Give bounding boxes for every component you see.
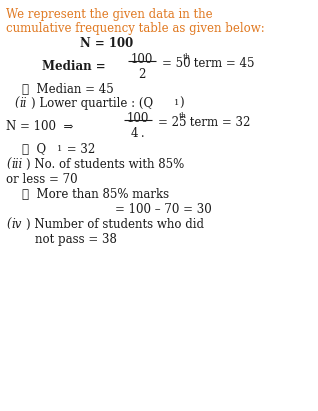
- Text: Median =: Median =: [42, 60, 110, 73]
- Text: 4 .: 4 .: [131, 127, 145, 140]
- Text: (: (: [6, 218, 10, 231]
- Text: = 50: = 50: [162, 57, 190, 70]
- Text: = 100 – 70 = 30: = 100 – 70 = 30: [115, 203, 212, 216]
- Text: 100: 100: [127, 112, 149, 125]
- Text: th: th: [183, 53, 191, 61]
- Text: We represent the given data in the: We represent the given data in the: [6, 8, 213, 21]
- Text: N = 100: N = 100: [80, 37, 133, 50]
- Text: th: th: [179, 112, 187, 120]
- Text: ∴  More than 85% marks: ∴ More than 85% marks: [22, 188, 169, 201]
- Text: = 32: = 32: [63, 143, 95, 156]
- Text: iv: iv: [11, 218, 21, 231]
- Text: ) Number of students who did: ) Number of students who did: [26, 218, 204, 231]
- Text: iii: iii: [11, 158, 22, 171]
- Text: ∴  Median = 45: ∴ Median = 45: [22, 83, 114, 96]
- Text: 100: 100: [131, 53, 153, 66]
- Text: 1: 1: [174, 99, 179, 107]
- Text: cumulative frequency table as given below:: cumulative frequency table as given belo…: [6, 22, 265, 35]
- Text: 2: 2: [138, 68, 146, 81]
- Text: ii: ii: [19, 97, 26, 110]
- Text: = 25: = 25: [158, 116, 186, 129]
- Text: term = 45: term = 45: [190, 57, 254, 70]
- Text: (: (: [6, 158, 10, 171]
- Text: N = 100  ⇒: N = 100 ⇒: [6, 120, 73, 133]
- Text: ∴  Q: ∴ Q: [22, 143, 46, 156]
- Text: ) Lower quartile : (Q: ) Lower quartile : (Q: [31, 97, 153, 110]
- Text: (: (: [14, 97, 19, 110]
- Text: not pass = 38: not pass = 38: [35, 233, 117, 246]
- Text: 1: 1: [57, 145, 62, 153]
- Text: ): ): [179, 97, 183, 110]
- Text: term = 32: term = 32: [186, 116, 250, 129]
- Text: or less = 70: or less = 70: [6, 173, 78, 186]
- Text: ) No. of students with 85%: ) No. of students with 85%: [26, 158, 184, 171]
